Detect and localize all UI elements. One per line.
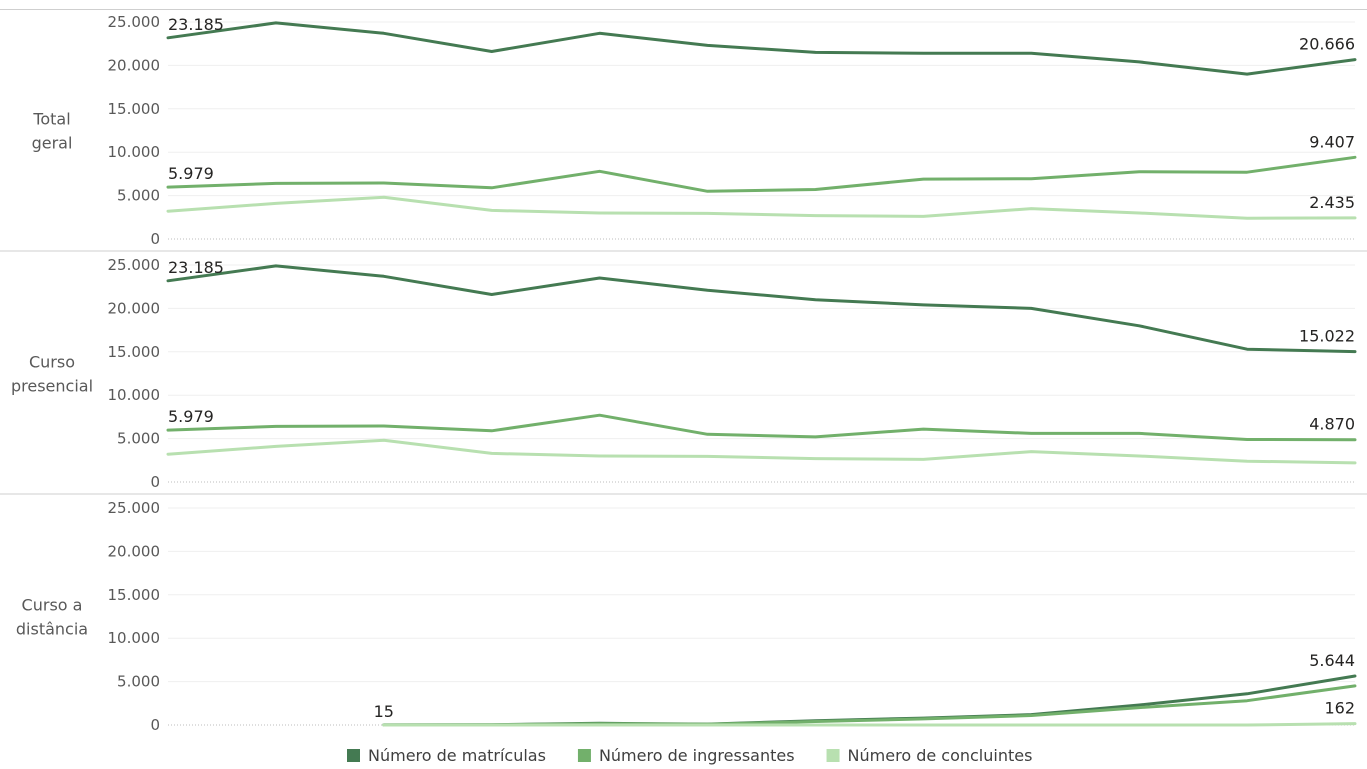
y-tick-label: 0 bbox=[150, 716, 160, 734]
y-tick-label: 15.000 bbox=[108, 100, 161, 118]
data-label-last-ingressantes: 4.870 bbox=[1309, 415, 1355, 434]
panel-label: distância bbox=[16, 620, 88, 639]
panel-label: Curso bbox=[29, 353, 75, 372]
series-line-matriculas bbox=[166, 264, 1357, 354]
data-label-last-concluintes: 2.435 bbox=[1309, 193, 1355, 212]
y-tick-label: 25.000 bbox=[108, 256, 161, 274]
data-label-last-matriculas: 20.666 bbox=[1299, 35, 1355, 54]
legend-label-matriculas: Número de matrículas bbox=[368, 746, 546, 765]
y-tick-label: 20.000 bbox=[108, 56, 161, 74]
data-label-first-matriculas: 15 bbox=[374, 702, 394, 721]
series-line-concluintes bbox=[166, 195, 1357, 220]
series-line-concluintes bbox=[166, 438, 1357, 465]
panel-label: presencial bbox=[11, 377, 93, 396]
data-label-first-ingressantes: 5.979 bbox=[168, 407, 214, 426]
y-tick-label: 0 bbox=[150, 230, 160, 248]
data-label-last-ingressantes: 9.407 bbox=[1309, 132, 1355, 151]
y-tick-label: 20.000 bbox=[108, 299, 161, 317]
data-label-first-matriculas: 23.185 bbox=[168, 258, 224, 277]
y-tick-label: 25.000 bbox=[108, 499, 161, 517]
data-label-last-matriculas: 15.022 bbox=[1299, 327, 1355, 346]
series-line-ingressantes bbox=[166, 155, 1357, 193]
y-tick-label: 5.000 bbox=[117, 187, 160, 205]
y-tick-label: 15.000 bbox=[108, 586, 161, 604]
legend-label-ingressantes: Número de ingressantes bbox=[599, 746, 795, 765]
y-tick-label: 25.000 bbox=[108, 13, 161, 31]
y-tick-label: 15.000 bbox=[108, 343, 161, 361]
series-line-matriculas bbox=[166, 21, 1357, 76]
data-label-last-matriculas: 5.644 bbox=[1309, 651, 1355, 670]
y-tick-label: 5.000 bbox=[117, 673, 160, 691]
data-label-last-concluintes: 162 bbox=[1324, 699, 1355, 718]
legend-swatch-ingressantes bbox=[577, 749, 591, 762]
data-label-first-ingressantes: 5.979 bbox=[168, 164, 214, 183]
y-tick-label: 10.000 bbox=[108, 143, 161, 161]
y-tick-label: 0 bbox=[150, 473, 160, 491]
series-line-matriculas bbox=[382, 674, 1357, 727]
panel-label: Curso a bbox=[22, 596, 83, 615]
y-tick-label: 10.000 bbox=[108, 629, 161, 647]
y-tick-label: 10.000 bbox=[108, 386, 161, 404]
panel-label: Total bbox=[32, 110, 70, 129]
series-line-ingressantes bbox=[382, 684, 1357, 727]
legend-swatch-matriculas bbox=[347, 749, 360, 762]
panel-label: geral bbox=[32, 134, 73, 153]
series-line-concluintes bbox=[382, 722, 1357, 727]
data-label-first-matriculas: 23.185 bbox=[168, 15, 224, 34]
y-tick-label: 5.000 bbox=[117, 430, 160, 448]
legend-swatch-concluintes bbox=[826, 749, 840, 762]
series-line-ingressantes bbox=[166, 413, 1357, 442]
y-tick-label: 20.000 bbox=[108, 542, 161, 560]
legend-label-concluintes: Número de concluintes bbox=[848, 746, 1033, 765]
